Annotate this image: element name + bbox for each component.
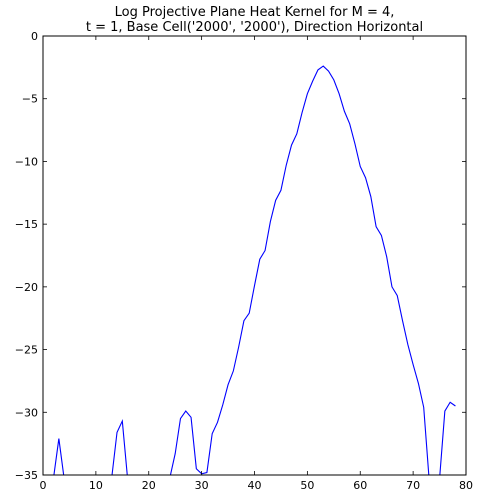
y-tick-label: 0 (31, 30, 38, 43)
x-axis-tick-labels: 0 10 20 30 40 50 60 70 80 (40, 479, 474, 492)
x-tick-label: 80 (459, 479, 473, 492)
chart-title-line-1: Log Projective Plane Heat Kernel for M =… (115, 5, 395, 20)
x-tick-label: 40 (248, 479, 262, 492)
y-tick-label: −20 (15, 281, 38, 294)
plot-frame (42, 35, 467, 476)
y-tick-label: −35 (15, 469, 38, 482)
x-tick-label: 10 (89, 479, 103, 492)
axis-ticks (42, 35, 467, 476)
series-line-0 (53, 65, 456, 475)
y-tick-label: −30 (15, 406, 38, 419)
x-tick-label: 70 (406, 479, 420, 492)
x-tick-label: 50 (300, 479, 314, 492)
y-tick-label: −5 (22, 93, 38, 106)
y-tick-label: −10 (15, 155, 38, 168)
x-tick-label: 20 (142, 479, 156, 492)
y-tick-label: −25 (15, 344, 38, 357)
x-tick-label: 60 (353, 479, 367, 492)
y-tick-label: −15 (15, 218, 38, 231)
chart-title-line-2: t = 1, Base Cell('2000', '2000'), Direct… (86, 20, 423, 35)
plot-area (53, 65, 456, 475)
x-tick-label: 0 (40, 479, 47, 492)
x-tick-label: 30 (195, 479, 209, 492)
y-axis-tick-labels: 0 −5 −10 −15 −20 −25 −30 −35 (15, 30, 38, 482)
